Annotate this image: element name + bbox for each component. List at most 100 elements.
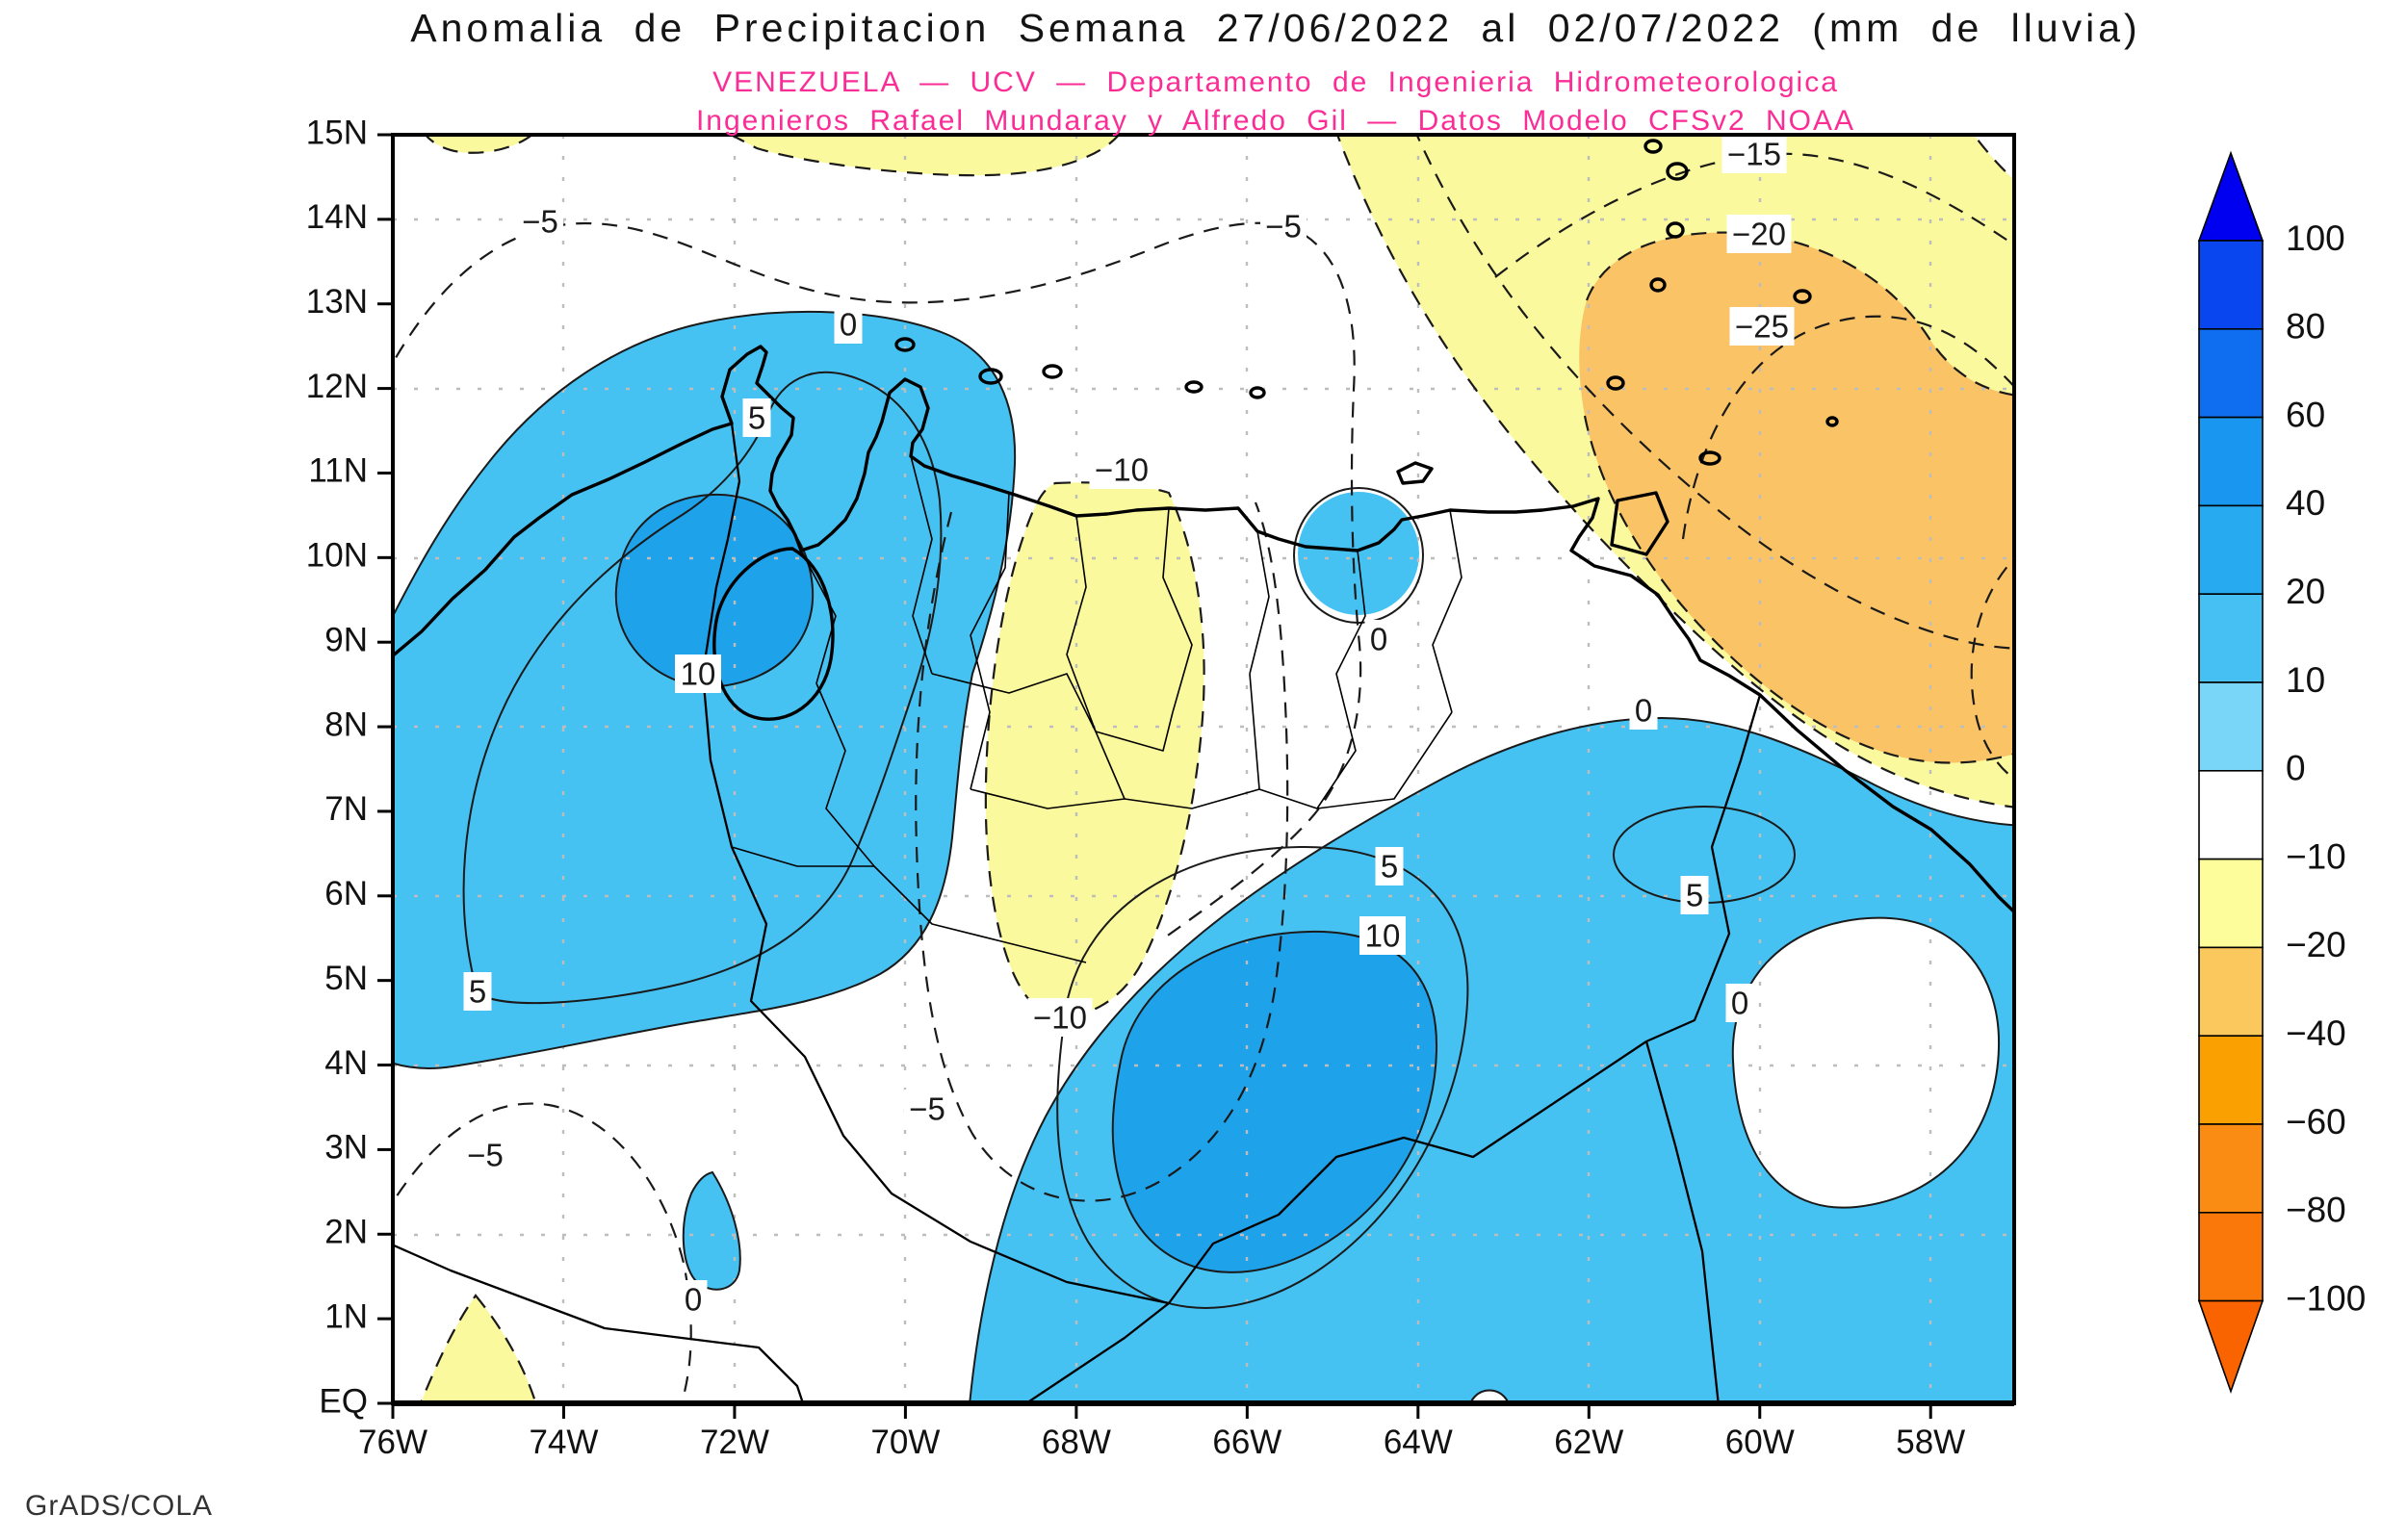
colorbar-tick-label: 40 [2286, 483, 2325, 523]
contour-label: −10 [1095, 452, 1149, 488]
lat-axis-label: EQ [319, 1382, 368, 1420]
chart-subtitle-institution: VENEZUELA — UCV — Departamento de Ingeni… [712, 66, 1839, 98]
contour-label-box [904, 1090, 950, 1128]
contour-label: −5 [467, 1138, 504, 1173]
colorbar-cell [2198, 240, 2264, 330]
country-borders [393, 423, 1762, 1403]
lon-axis-label: 72W [700, 1424, 769, 1461]
lat-axis-label: 9N [324, 621, 368, 658]
contour-label-box [834, 305, 863, 344]
state-borders [731, 455, 1462, 963]
contour-label: 0 [685, 1282, 702, 1318]
colorbar-cell [2198, 1212, 2264, 1302]
colorbar-cell [2198, 769, 2264, 860]
coastline-layer [393, 139, 2014, 1403]
contour-label-box [1375, 847, 1404, 886]
colorbar-cell [2198, 593, 2264, 683]
islands [894, 139, 1839, 556]
lake-maracaibo [712, 547, 835, 721]
lat-axis-label: 11N [308, 452, 368, 490]
colorbar-bottom-arrow [2197, 1299, 2265, 1395]
lat-axis-label: 6N [324, 875, 368, 912]
lat-axis-label: 12N [306, 368, 368, 405]
contour-label-box [679, 1280, 708, 1319]
lon-axis-label: 76W [358, 1424, 427, 1461]
contour-label-box [517, 202, 563, 241]
colorbar-tick-label: 0 [2286, 749, 2306, 788]
lon-axis-label: 60W [1725, 1424, 1795, 1461]
contour-label: 0 [840, 307, 857, 343]
lon-axis-label: 66W [1212, 1424, 1281, 1461]
colorbar-cell [2198, 858, 2264, 949]
lon-axis-label: 68W [1042, 1424, 1111, 1461]
lat-axis-label: 13N [306, 283, 368, 321]
contour-label-box [463, 972, 492, 1011]
contour-label-box [1260, 207, 1307, 245]
contour-label-box [1725, 984, 1754, 1022]
lat-axis-label: 15N [306, 114, 368, 151]
lat-axis-label: 7N [324, 790, 368, 828]
contour-label-box [1629, 691, 1658, 730]
lon-axis-label: 64W [1384, 1424, 1453, 1461]
axis-labels: 15N 14N 13N 12N 11N 10N 9N 8N 7N 6N 5N 4N 3N 2N 1N EQ 76… [306, 114, 1965, 1461]
contour-label: 5 [469, 974, 486, 1010]
contour-label: 10 [681, 656, 716, 692]
map-content: 0 5 10 5 0 0 5 10 5 0 0 −5 −5 −10 −10 −5 −5 −15 −20 −25 [393, 135, 2014, 1403]
contour-label-box [462, 1136, 508, 1174]
contour-label-box [675, 654, 721, 693]
chart-subtitle-authors: Ingenieros Rafael Mundaray y Alfredo Gil… [695, 105, 1856, 137]
colorbar-tick-label: −100 [2286, 1278, 2366, 1318]
colorbar-tick-label: −10 [2286, 836, 2346, 876]
dashed-contours [393, 135, 2014, 1403]
colorbar-tick-label: 80 [2286, 307, 2325, 346]
contour-label-box [1359, 916, 1406, 955]
contour-label-box [742, 398, 771, 437]
lon-axis-label: 74W [529, 1424, 598, 1461]
colorbar-cell [2198, 327, 2264, 419]
colorbar-tick-label: −80 [2286, 1191, 2346, 1230]
colorbar-top-arrow [2197, 150, 2265, 242]
contour-label: 0 [1731, 986, 1748, 1021]
contour-label-box [1680, 876, 1709, 914]
contour-label: 0 [1635, 693, 1652, 729]
axis-ticks [377, 133, 1932, 1419]
colorbar-cell [2198, 946, 2264, 1038]
chart-header: Anomalia de Precipitacion Semana 27/06/2… [144, 0, 2407, 138]
colorbar-tick-label: 100 [2286, 218, 2345, 258]
contour-labels-layer: 0 5 10 5 0 0 5 10 5 0 0 −5 −5 −10 −10 −5 −5 −15 −20 −25 [462, 135, 1795, 1319]
contour-label: 5 [1381, 849, 1398, 885]
lat-axis-label: 2N [324, 1214, 368, 1251]
contour-label-box [1364, 620, 1393, 658]
contour-label-box [1721, 135, 1787, 173]
chart-title: Anomalia de Precipitacion Semana 27/06/2… [410, 6, 2141, 50]
contour-label-box [1089, 450, 1154, 489]
grads-watermark: GrADS/COLA [25, 1490, 214, 1522]
contour-label-box [1027, 998, 1093, 1037]
colorbar-tick-label: −40 [2286, 1014, 2346, 1053]
colorbar-cell [2198, 416, 2264, 507]
lon-axis-label: 58W [1896, 1424, 1965, 1461]
colorbar-tick-label: 60 [2286, 395, 2325, 434]
contour-label: −25 [1735, 309, 1789, 345]
contour-label: 10 [1365, 918, 1401, 954]
lat-axis-label: 8N [324, 706, 368, 743]
colorbar-tick-label: 20 [2286, 572, 2325, 611]
contour-label: 5 [1686, 878, 1703, 913]
lat-axis-label: 14N [306, 198, 368, 236]
south-america-coastline [393, 345, 2014, 914]
lat-axis-label: 4N [324, 1044, 368, 1082]
lat-axis-label: 10N [306, 537, 368, 575]
colorbar-tick-label: 10 [2286, 660, 2325, 700]
lat-axis-label: 1N [324, 1297, 368, 1335]
contour-label: 0 [1370, 622, 1387, 657]
contour-label: −5 [522, 204, 558, 240]
lat-axis-label: 5N [324, 960, 368, 997]
contour-label: −5 [909, 1091, 945, 1127]
contour-label: −20 [1732, 217, 1786, 252]
lat-axis-label: 3N [324, 1129, 368, 1167]
anomaly-fill-regions [393, 135, 2014, 1403]
contour-label: 5 [748, 400, 765, 436]
